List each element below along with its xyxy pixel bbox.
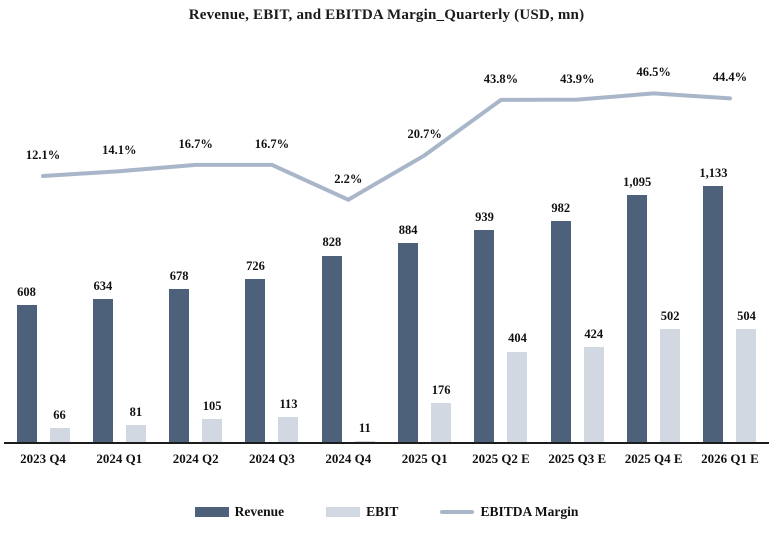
revenue-bar <box>703 186 724 443</box>
revenue-value-label: 884 <box>398 222 418 237</box>
revenue-value-label: 982 <box>551 200 571 215</box>
ebit-bar <box>431 403 452 443</box>
legend-item-ebit: EBIT <box>326 504 398 520</box>
ebit-value-label: 11 <box>358 420 371 435</box>
chart-title: Revenue, EBIT, and EBITDA Margin_Quarter… <box>188 7 585 23</box>
ebitda-margin-label: 12.1% <box>25 147 61 162</box>
ebit-bar <box>354 440 375 443</box>
x-axis-label: 2025 Q2 E <box>472 451 530 466</box>
ebit-value-label: 66 <box>53 408 66 423</box>
revenue-bar <box>92 299 113 443</box>
ebit-value-label: 504 <box>737 308 756 323</box>
plot-area: 608 66 12.1% 634 81 14.1% 678 105 16.7% 726 113 16.… <box>16 65 757 443</box>
x-axis-label: 2024 Q3 <box>249 451 295 466</box>
x-axis-label: 2025 Q3 E <box>548 451 607 466</box>
ebit-value-label: 424 <box>584 326 604 341</box>
ebit-bar <box>125 424 146 443</box>
x-axis-label: 2026 Q1 E <box>701 451 759 466</box>
ebitda-margin-label: 14.1% <box>102 143 137 158</box>
legend: Revenue EBIT EBITDA Margin <box>0 504 773 520</box>
legend-item-ebitda-margin: EBITDA Margin <box>440 504 578 520</box>
ebit-value-label: 113 <box>279 397 298 412</box>
ebit-swatch-icon <box>326 507 361 517</box>
revenue-bar <box>169 289 190 443</box>
x-axis-label: 2025 Q4 E <box>624 451 683 466</box>
revenue-value-label: 939 <box>475 210 494 225</box>
x-axis-label: 2023 Q4 <box>20 451 66 466</box>
ebitda-margin-label: 16.7% <box>254 136 290 151</box>
ebitda-margin-label: 43.9% <box>560 71 595 86</box>
revenue-value-label: 678 <box>169 269 189 284</box>
revenue-bar <box>474 230 495 443</box>
legend-item-revenue: Revenue <box>194 504 285 520</box>
x-axis-label: 2025 Q1 <box>401 451 448 466</box>
revenue-value-label: 1,095 <box>623 174 652 189</box>
revenue-value-label: 608 <box>17 285 36 300</box>
revenue-value-label: 1,133 <box>699 166 728 181</box>
ebit-bar <box>507 351 528 443</box>
ebit-value-label: 105 <box>202 399 222 414</box>
revenue-bar <box>627 195 648 443</box>
legend-label-ebit: EBIT <box>366 504 399 519</box>
ebit-bar <box>202 419 223 443</box>
revenue-bar <box>245 278 266 443</box>
ebit-bar <box>736 328 757 443</box>
ebitda-margin-label: 44.4% <box>712 70 748 85</box>
ebitda-margin-label: 43.8% <box>483 71 519 86</box>
legend-label-ebitda-margin: EBITDA Margin <box>480 504 579 519</box>
legend-label-revenue: Revenue <box>234 504 285 519</box>
revenue-bar <box>398 242 419 443</box>
revenue-value-label: 828 <box>322 235 342 250</box>
ebit-bar <box>660 329 681 443</box>
revenue-value-label: 634 <box>93 279 113 294</box>
revenue-bar <box>550 220 571 443</box>
ebitda-margin-label: 16.7% <box>178 136 213 151</box>
ebit-value-label: 404 <box>508 331 527 346</box>
x-axis-label: 2024 Q1 <box>96 451 143 466</box>
ebitda-margin-label: 20.7% <box>407 127 442 142</box>
ebit-bar <box>278 417 299 443</box>
revenue-bar <box>321 255 342 443</box>
ebit-bar <box>49 428 70 443</box>
revenue-bar <box>16 305 37 443</box>
x-axis-label: 2024 Q4 <box>325 451 372 466</box>
ebitda-margin-line-swatch-icon <box>440 510 475 514</box>
ebitda-margin-label: 46.5% <box>636 65 671 80</box>
ebit-bar <box>583 347 604 443</box>
ebit-value-label: 81 <box>129 404 143 419</box>
ebitda-margin-line <box>41 91 732 202</box>
ebitda-margin-label: 2.2% <box>334 171 363 186</box>
ebit-value-label: 176 <box>431 383 451 398</box>
revenue-value-label: 726 <box>246 258 265 273</box>
x-axis-line <box>4 442 769 444</box>
revenue-swatch-icon <box>194 507 229 517</box>
ebit-value-label: 502 <box>660 309 680 324</box>
x-axis-label: 2024 Q2 <box>172 451 219 466</box>
